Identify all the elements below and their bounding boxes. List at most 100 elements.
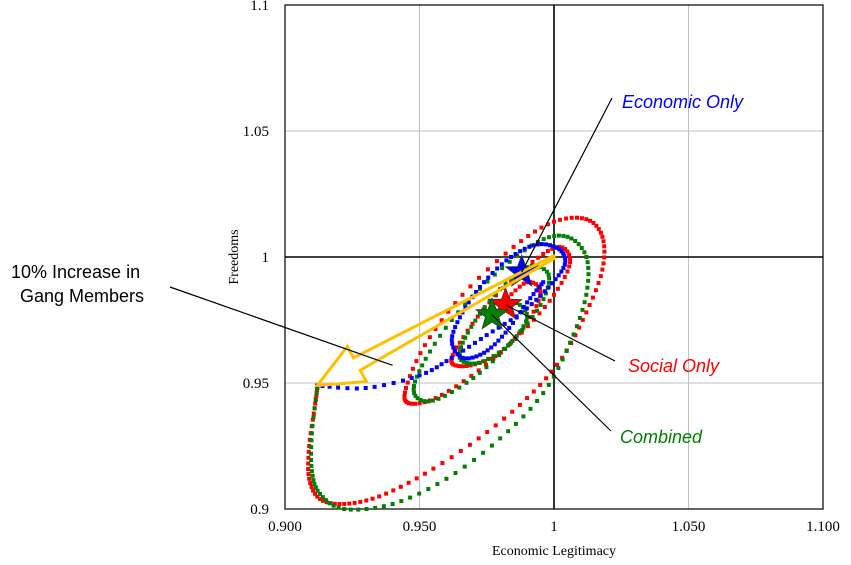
data-point: [456, 364, 461, 369]
data-point: [536, 255, 541, 260]
data-point: [509, 255, 513, 259]
data-point: [449, 338, 454, 343]
data-point: [453, 349, 458, 353]
data-point: [527, 244, 532, 249]
data-point: [318, 496, 322, 501]
data-point: [463, 305, 468, 310]
data-point: [545, 222, 550, 227]
data-point: [433, 326, 438, 331]
data-point: [486, 357, 491, 361]
callout-label: Economic Only: [622, 92, 744, 112]
data-point: [514, 334, 519, 339]
data-point: [490, 359, 495, 364]
data-point: [528, 296, 533, 301]
data-point: [533, 229, 537, 234]
data-point: [315, 386, 320, 390]
data-point: [544, 242, 548, 247]
data-point: [306, 455, 311, 460]
data-point: [507, 259, 512, 264]
start-star-combined: [474, 296, 510, 330]
data-point: [461, 359, 466, 364]
data-point: [511, 320, 515, 325]
data-point: [591, 221, 596, 225]
series-layer: [306, 215, 607, 512]
data-point: [541, 297, 546, 302]
data-point: [482, 280, 487, 285]
data-point: [560, 357, 565, 362]
data-point: [457, 354, 462, 359]
data-point: [525, 324, 530, 329]
data-point: [508, 318, 513, 323]
data-point: [462, 464, 467, 469]
data-point: [459, 358, 464, 363]
data-point: [472, 457, 476, 462]
data-point: [561, 251, 566, 256]
data-point: [463, 335, 468, 340]
data-point: [428, 349, 432, 354]
data-point: [471, 376, 476, 380]
data-point: [439, 392, 444, 397]
data-point: [306, 467, 311, 471]
data-point: [596, 227, 601, 232]
data-point: [585, 260, 590, 265]
x-axis-title: Economic Legitimacy: [492, 544, 616, 559]
data-point: [544, 376, 549, 381]
data-point: [430, 398, 435, 403]
data-point: [433, 396, 438, 401]
data-point: [563, 247, 568, 252]
data-point: [584, 310, 589, 315]
data-point: [496, 325, 501, 330]
data-point: [449, 390, 454, 394]
data-point: [336, 385, 341, 390]
data-point: [521, 414, 526, 419]
axes: 0.900 0.950 1 1.050 1.100 0.9 0.95 1 1.05 1.1 Econ…: [227, 0, 840, 559]
data-point: [469, 373, 474, 378]
data-point: [522, 246, 527, 251]
data-point: [503, 251, 508, 256]
x-tick-label: 1.050: [672, 519, 706, 535]
data-point: [521, 304, 526, 309]
data-point: [495, 266, 500, 271]
data-point: [547, 298, 552, 303]
callout-label: Social Only: [628, 356, 720, 376]
data-point: [558, 217, 562, 222]
data-point: [503, 330, 508, 335]
data-point: [500, 266, 505, 271]
data-point: [469, 324, 474, 329]
data-point: [455, 320, 460, 325]
data-point: [546, 272, 551, 277]
data-point: [530, 260, 535, 264]
data-point: [602, 255, 607, 260]
data-point: [492, 292, 497, 297]
y-tick-label: 0.95: [243, 376, 269, 392]
data-point: [487, 298, 492, 303]
data-point: [574, 324, 579, 329]
data-point: [457, 315, 462, 320]
data-point: [313, 401, 318, 406]
data-point: [564, 349, 569, 353]
data-point: [552, 234, 557, 239]
data-point: [311, 411, 316, 416]
data-point: [552, 292, 556, 297]
data-point: [494, 259, 499, 264]
data-point: [506, 343, 511, 348]
data-point: [451, 345, 456, 350]
data-point: [399, 499, 404, 504]
data-point: [521, 281, 526, 286]
data-point: [465, 330, 470, 335]
data-point: [549, 369, 554, 374]
data-point: [506, 429, 511, 434]
data-point: [309, 445, 314, 450]
data-point: [557, 244, 562, 249]
data-point: [306, 461, 311, 466]
data-point: [541, 280, 546, 285]
data-point: [464, 364, 469, 368]
data-point: [596, 281, 601, 285]
data-point: [564, 216, 568, 221]
data-point: [568, 256, 573, 261]
data-point: [391, 381, 396, 385]
data-point: [582, 300, 587, 305]
data-point: [482, 350, 487, 355]
data-point: [306, 449, 311, 454]
data-point: [534, 297, 539, 302]
